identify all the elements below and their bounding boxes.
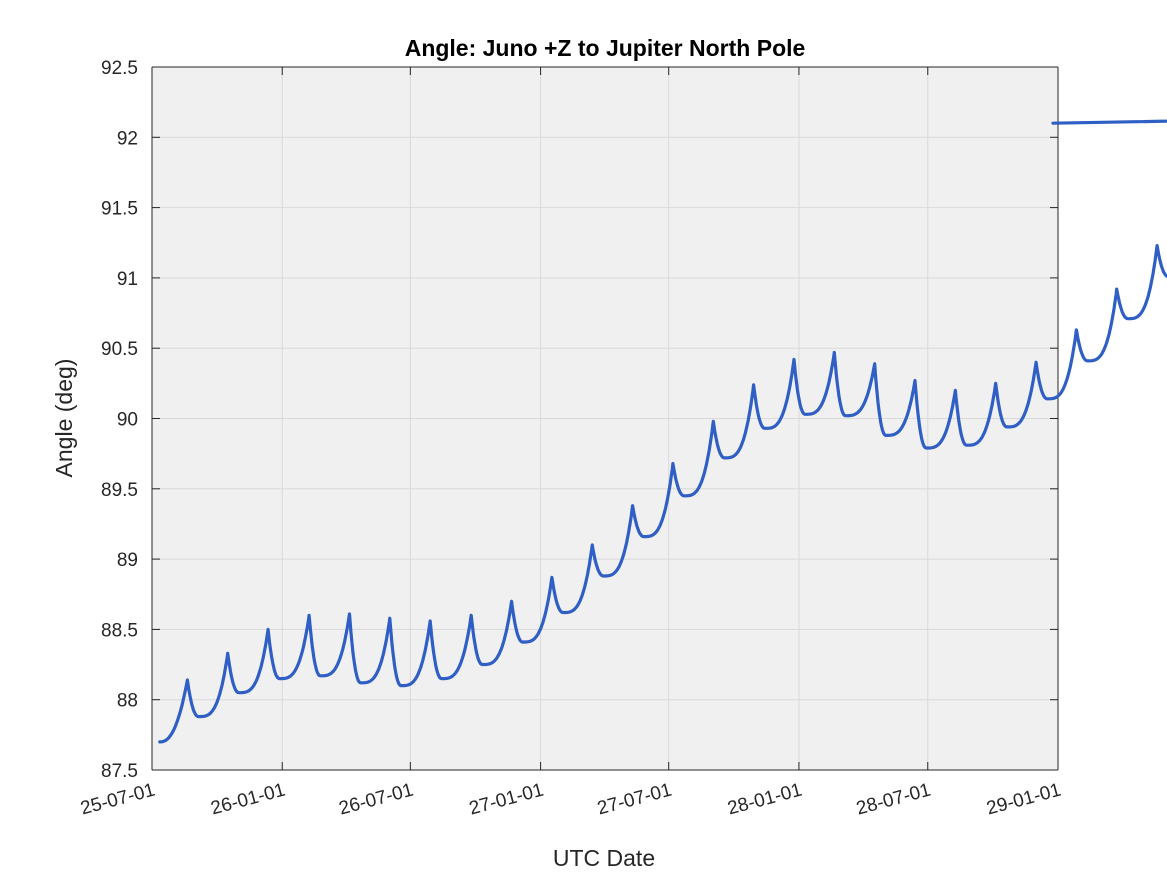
x-tick-label: 26-07-01	[337, 780, 416, 820]
x-axis-label: UTC Date	[553, 845, 655, 871]
chart-title: Angle: Juno +Z to Jupiter North Pole	[405, 35, 806, 61]
series-line	[158, 119, 1167, 744]
y-tick-label: 87.5	[101, 761, 138, 782]
x-tick-label: 27-07-01	[595, 780, 674, 820]
y-tick-label: 91.5	[101, 199, 138, 220]
y-tick-label: 88	[117, 691, 138, 712]
x-tick-label: 28-07-01	[854, 780, 933, 820]
y-tick-label: 92.5	[101, 58, 138, 79]
y-tick-label: 89.5	[101, 480, 138, 501]
x-tick-label: 26-01-01	[209, 780, 288, 820]
x-tick-label: 28-01-01	[725, 780, 804, 820]
axes-frame	[151, 66, 1059, 771]
y-tick-label: 90.5	[101, 339, 138, 360]
x-tick-label: 27-01-01	[467, 780, 546, 820]
y-tick-label: 88.5	[101, 620, 138, 641]
x-tick-label: 29-01-01	[984, 780, 1063, 820]
y-tick-label: 90	[117, 410, 138, 431]
x-tick-label: 25-07-01	[78, 780, 157, 820]
y-axis-tick-labels: 87.5 88 88.5 89 89.5 90 90.5 91 91.5 92 92.5	[101, 58, 138, 782]
y-axis-label: Angle (deg)	[51, 359, 77, 478]
y-tick-label: 91	[117, 269, 138, 290]
y-tick-label: 92	[117, 128, 138, 149]
x-axis-tick-labels: 25-07-01 26-01-01 26-07-01 27-01-01 27-07-01…	[78, 780, 1063, 820]
y-tick-label: 89	[117, 550, 138, 571]
